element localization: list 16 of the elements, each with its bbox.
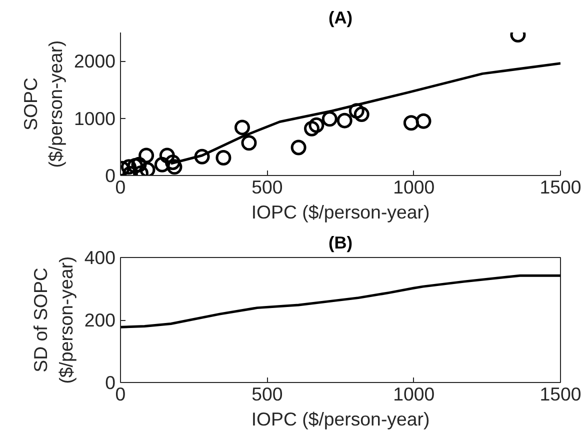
x-tick-label: 1000 <box>393 176 435 198</box>
y-axis-title: SOPC ($/person-year) <box>20 40 66 168</box>
y-tick-label: 1000 <box>74 108 116 129</box>
chart-title: (A) <box>328 8 353 28</box>
x-tick-label: 1500 <box>540 384 582 404</box>
chart-title: (B) <box>328 232 353 252</box>
x-tick-label: 500 <box>252 176 283 198</box>
x-tick-label: 500 <box>252 384 283 404</box>
y-axis-title: SD of SOPC ($/person-year) <box>30 256 76 384</box>
y-tick-label: 400 <box>84 247 116 268</box>
y-tick-label: 2000 <box>74 50 116 72</box>
y-tick-label: 200 <box>84 310 116 330</box>
x-axis-title: IOPC ($/person-year) <box>251 408 430 430</box>
x-tick-label: 1000 <box>393 384 435 404</box>
x-tick-label: 1500 <box>540 176 582 198</box>
x-axis-title: IOPC ($/person-year) <box>251 202 430 222</box>
